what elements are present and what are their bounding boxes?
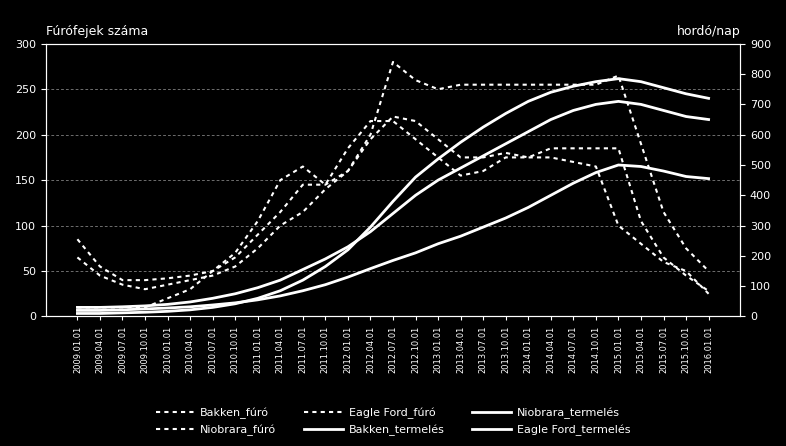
- Text: hordó/nap: hordó/nap: [677, 25, 740, 38]
- Text: Fúrófejek száma: Fúrófejek száma: [46, 25, 148, 38]
- Legend: Bakken_fúró, Niobrara_fúró, Eagle Ford_fúró, Bakken_termelés, Niobrara_termelés,: Bakken_fúró, Niobrara_fúró, Eagle Ford_f…: [152, 403, 634, 441]
